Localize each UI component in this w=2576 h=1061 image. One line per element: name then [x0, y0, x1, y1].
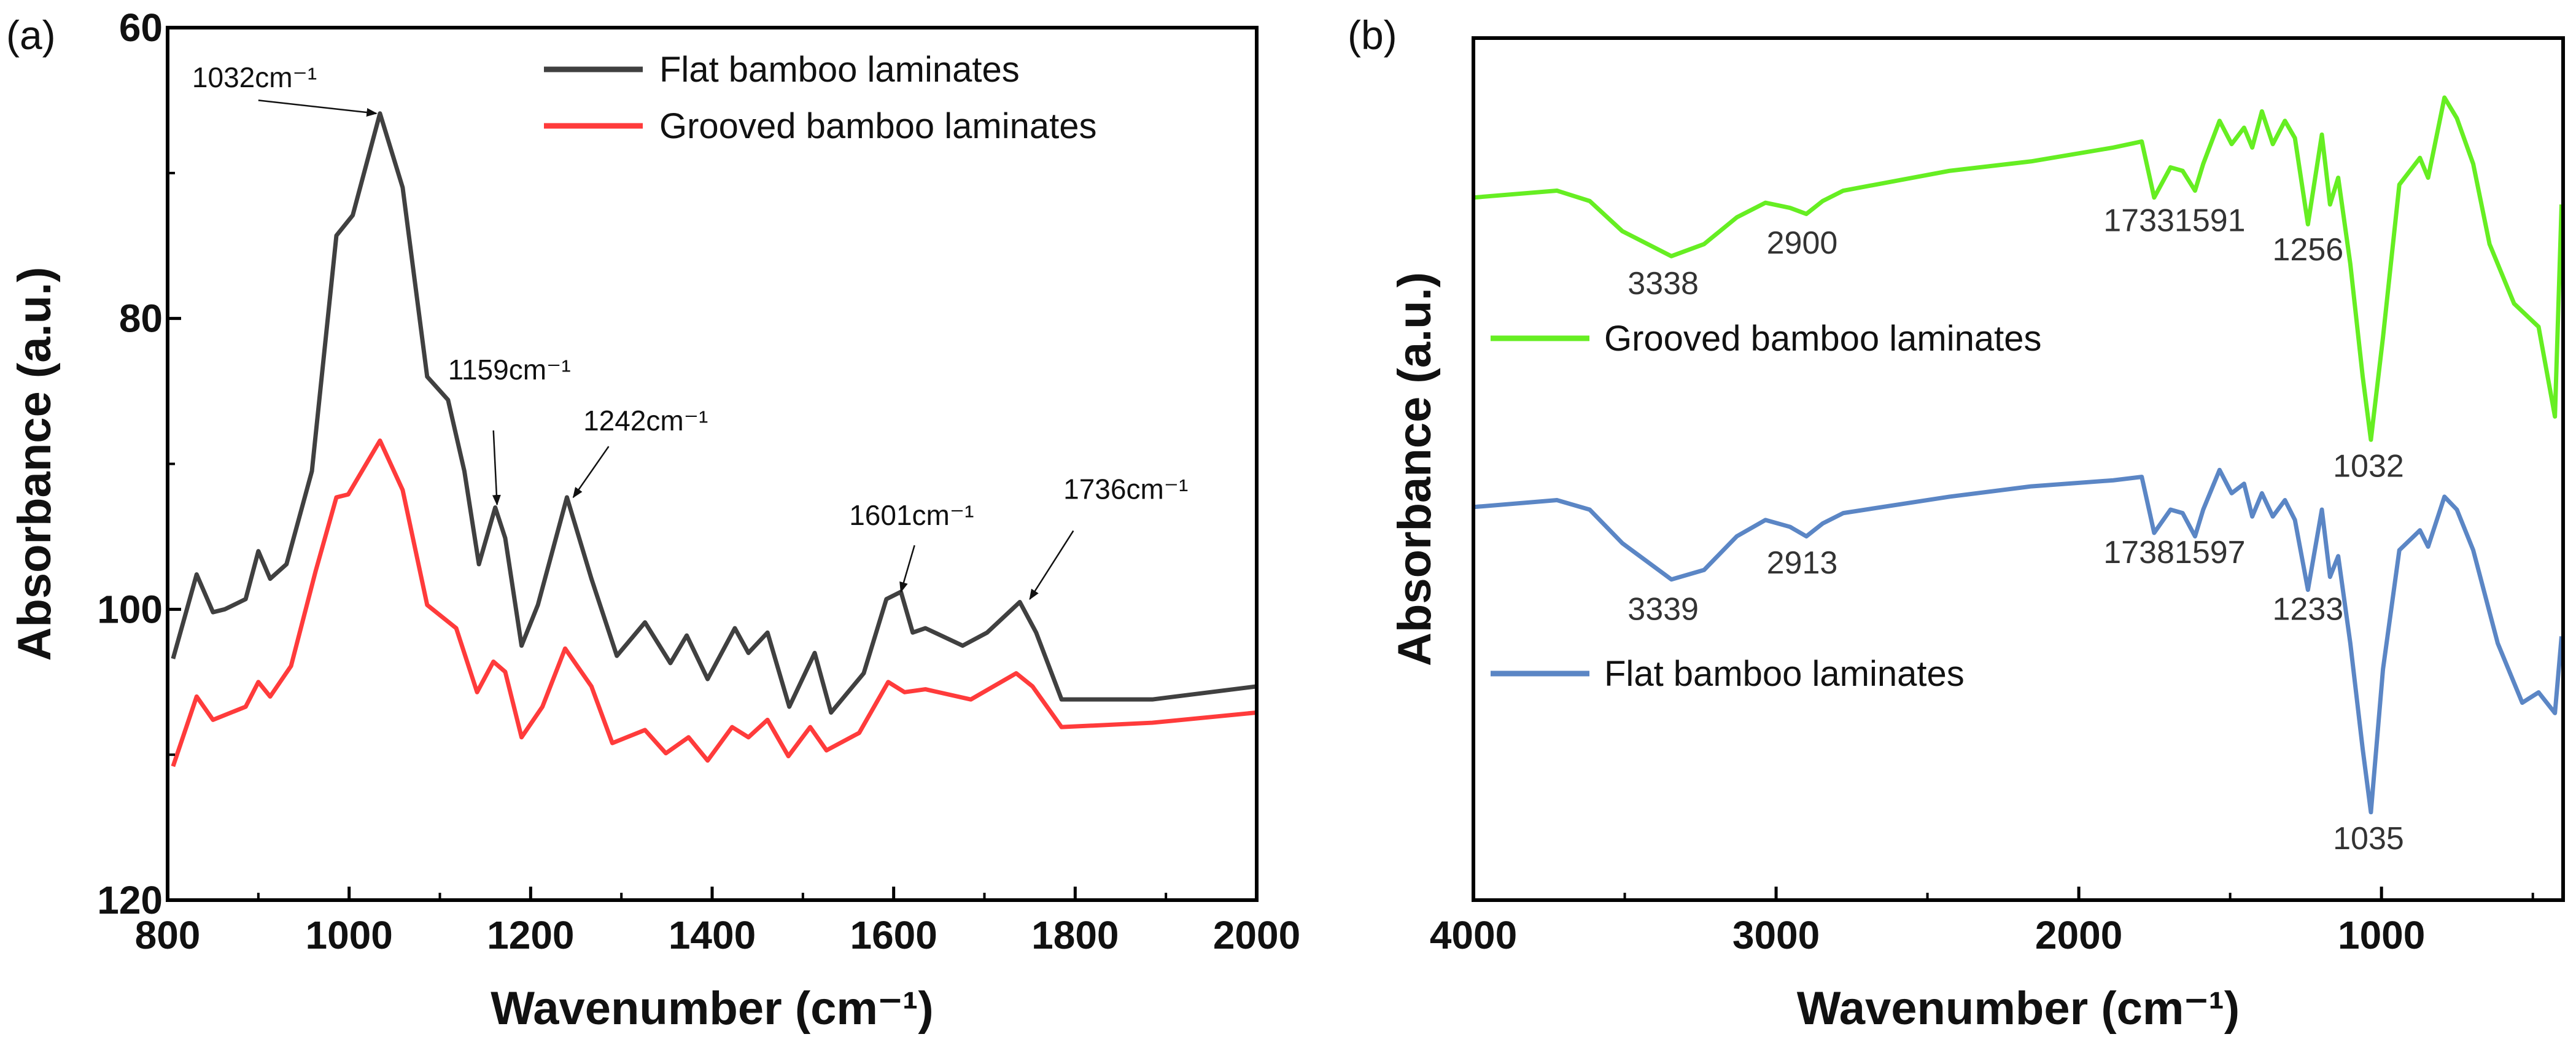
y-tick-label: 120 — [97, 878, 163, 922]
peak-annotation: 1242cm⁻¹ — [583, 405, 708, 437]
panel-label: (a) — [6, 12, 56, 58]
series-line-grooved — [1473, 95, 2564, 442]
x-tick-label: 2000 — [1213, 913, 1300, 957]
peak-label: 1256 — [2273, 232, 2344, 268]
annotation-arrow — [492, 430, 501, 506]
peak-annotation: 1601cm⁻¹ — [849, 499, 974, 531]
x-tick-label: 1400 — [669, 913, 756, 957]
y-axis-title: Absorbance (a.u.) — [9, 267, 61, 661]
peak-label: 1032 — [2333, 449, 2404, 484]
peak-label: 17381597 — [2103, 535, 2245, 570]
panel-a: 800 1000 1200 1400 1600 1800 2000 60 80 100 120 Wav… — [6, 6, 1300, 1035]
y-axis-title: Absorbance (a.u.) — [1389, 272, 1441, 666]
x-tick-label: 1000 — [305, 913, 392, 957]
series-line-flat — [1473, 467, 2564, 815]
legend-label: Flat bamboo laminates — [659, 50, 1020, 90]
series-line-flat — [171, 111, 1257, 715]
x-tick-label: 1000 — [2338, 913, 2425, 957]
x-tick-label: 3000 — [1732, 913, 1820, 957]
peak-label: 1035 — [2333, 821, 2404, 857]
x-tick-label: 2000 — [2035, 913, 2122, 957]
y-tick-label: 100 — [97, 587, 163, 631]
peak-label: 17331591 — [2103, 203, 2245, 238]
x-tick-label: 1200 — [487, 913, 574, 957]
legend-label: Grooved bamboo laminates — [659, 106, 1097, 146]
panel-label: (b) — [1348, 12, 1397, 58]
x-tick-label: 1800 — [1031, 913, 1119, 957]
peak-label: 2900 — [1767, 225, 1838, 261]
plot-frame — [166, 26, 1259, 902]
x-axis-title: Wavenumber (cm⁻¹) — [491, 982, 933, 1035]
plot-frame — [1472, 36, 2565, 902]
annotation-arrow — [899, 545, 915, 593]
annotation-arrow — [258, 99, 378, 117]
peak-annotation: 1159cm⁻¹ — [448, 354, 571, 386]
legend-label: Flat bamboo laminates — [1604, 654, 1965, 694]
legend-label: Grooved bamboo laminates — [1604, 319, 2042, 359]
peak-label: 2913 — [1767, 545, 1838, 581]
x-tick-label: 800 — [135, 913, 201, 957]
panel-b: 4000 3000 2000 1000 Wavenumber (cm⁻¹) Absorba… — [1348, 12, 2565, 1035]
x-tick-label: 4000 — [1430, 913, 1517, 957]
annotation-arrow — [1029, 530, 1074, 600]
y-tick-label: 60 — [119, 6, 163, 50]
peak-annotation: 1736cm⁻¹ — [1063, 473, 1188, 505]
annotation-arrow — [572, 446, 610, 499]
x-axis-title: Wavenumber (cm⁻¹) — [1797, 982, 2240, 1035]
peak-label: 3338 — [1627, 266, 1699, 301]
peak-label: 3339 — [1627, 592, 1699, 628]
x-tick-label: 1600 — [850, 913, 937, 957]
peak-annotation: 1032cm⁻¹ — [192, 61, 317, 93]
peak-label: 1233 — [2273, 592, 2344, 628]
series-line-grooved — [171, 438, 1257, 768]
y-tick-label: 80 — [119, 297, 163, 341]
